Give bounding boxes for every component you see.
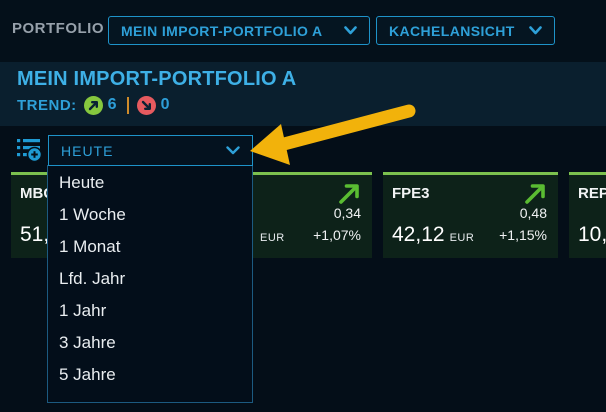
dropdown-option-lfd-jahr[interactable]: Lfd. Jahr	[59, 269, 126, 288]
tile-symbol: REP	[578, 185, 606, 202]
view-mode-select[interactable]: KACHELANSICHT	[376, 16, 555, 45]
tile-price: 51,	[20, 223, 50, 246]
chevron-down-icon	[529, 26, 542, 35]
portfolio-header: MEIN IMPORT-PORTFOLIO A TREND: 6 0	[0, 62, 606, 126]
add-to-watchlist-icon[interactable]	[15, 135, 43, 163]
tile-price: 42,12	[392, 223, 445, 246]
dropdown-option-5-jahre[interactable]: 5 Jahre	[59, 365, 116, 384]
portfolio-tile[interactable]: FPE3 42,12 EUR 0,48 +1,15%	[383, 172, 558, 258]
tile-change-percent: +1,15%	[499, 227, 547, 243]
trend-up-arrow-icon	[336, 180, 363, 212]
trend-down-icon	[136, 95, 156, 115]
dropdown-option-1-jahr[interactable]: 1 Jahr	[59, 301, 107, 320]
tile-currency: EUR	[449, 232, 475, 244]
portfolio-select[interactable]: MEIN IMPORT-PORTFOLIO A	[108, 16, 370, 45]
tile-change: 0,34	[333, 205, 361, 221]
portfolio-tile[interactable]: EUR 0,34 +1,07%	[197, 172, 372, 258]
dropdown-option-heute[interactable]: Heute	[59, 173, 105, 192]
tile-symbol: MBG	[20, 185, 55, 202]
trend-summary: TREND: 6 0	[17, 95, 169, 115]
top-bar: PORTFOLIO MEIN IMPORT-PORTFOLIO A KACHEL…	[0, 0, 606, 62]
tile-symbol: FPE3	[392, 185, 430, 202]
chevron-down-icon	[344, 26, 357, 35]
dropdown-option-1-woche[interactable]: 1 Woche	[59, 205, 126, 224]
view-mode-select-value: KACHELANSICHT	[389, 22, 515, 39]
dropdown-option-1-monat[interactable]: 1 Monat	[59, 237, 121, 256]
tile-change: 0,48	[519, 205, 547, 221]
period-select[interactable]: HEUTE	[48, 135, 253, 166]
trend-up-icon	[83, 95, 103, 115]
portfolio-section-label: PORTFOLIO	[12, 20, 104, 37]
dropdown-option-3-jahre[interactable]: 3 Jahre	[59, 333, 116, 352]
tile-change-percent: +1,07%	[313, 227, 361, 243]
trend-up-arrow-icon	[522, 180, 549, 212]
trend-separator	[126, 96, 129, 114]
portfolio-select-value: MEIN IMPORT-PORTFOLIO A	[121, 22, 323, 39]
page-title: MEIN IMPORT-PORTFOLIO A	[17, 68, 297, 90]
period-dropdown-menu: Heute 1 Woche 1 Monat Lfd. Jahr 1 Jahr 3…	[47, 165, 253, 403]
tile-currency: EUR	[260, 232, 285, 244]
chevron-down-icon	[226, 146, 240, 155]
trend-down-count: 0	[160, 96, 170, 113]
period-select-value: HEUTE	[61, 142, 114, 159]
tile-price: 10,3	[578, 223, 606, 246]
portfolio-tile[interactable]: REP 10,3	[569, 172, 606, 258]
trend-label: TREND:	[17, 96, 77, 114]
trend-up-count: 6	[107, 96, 117, 113]
